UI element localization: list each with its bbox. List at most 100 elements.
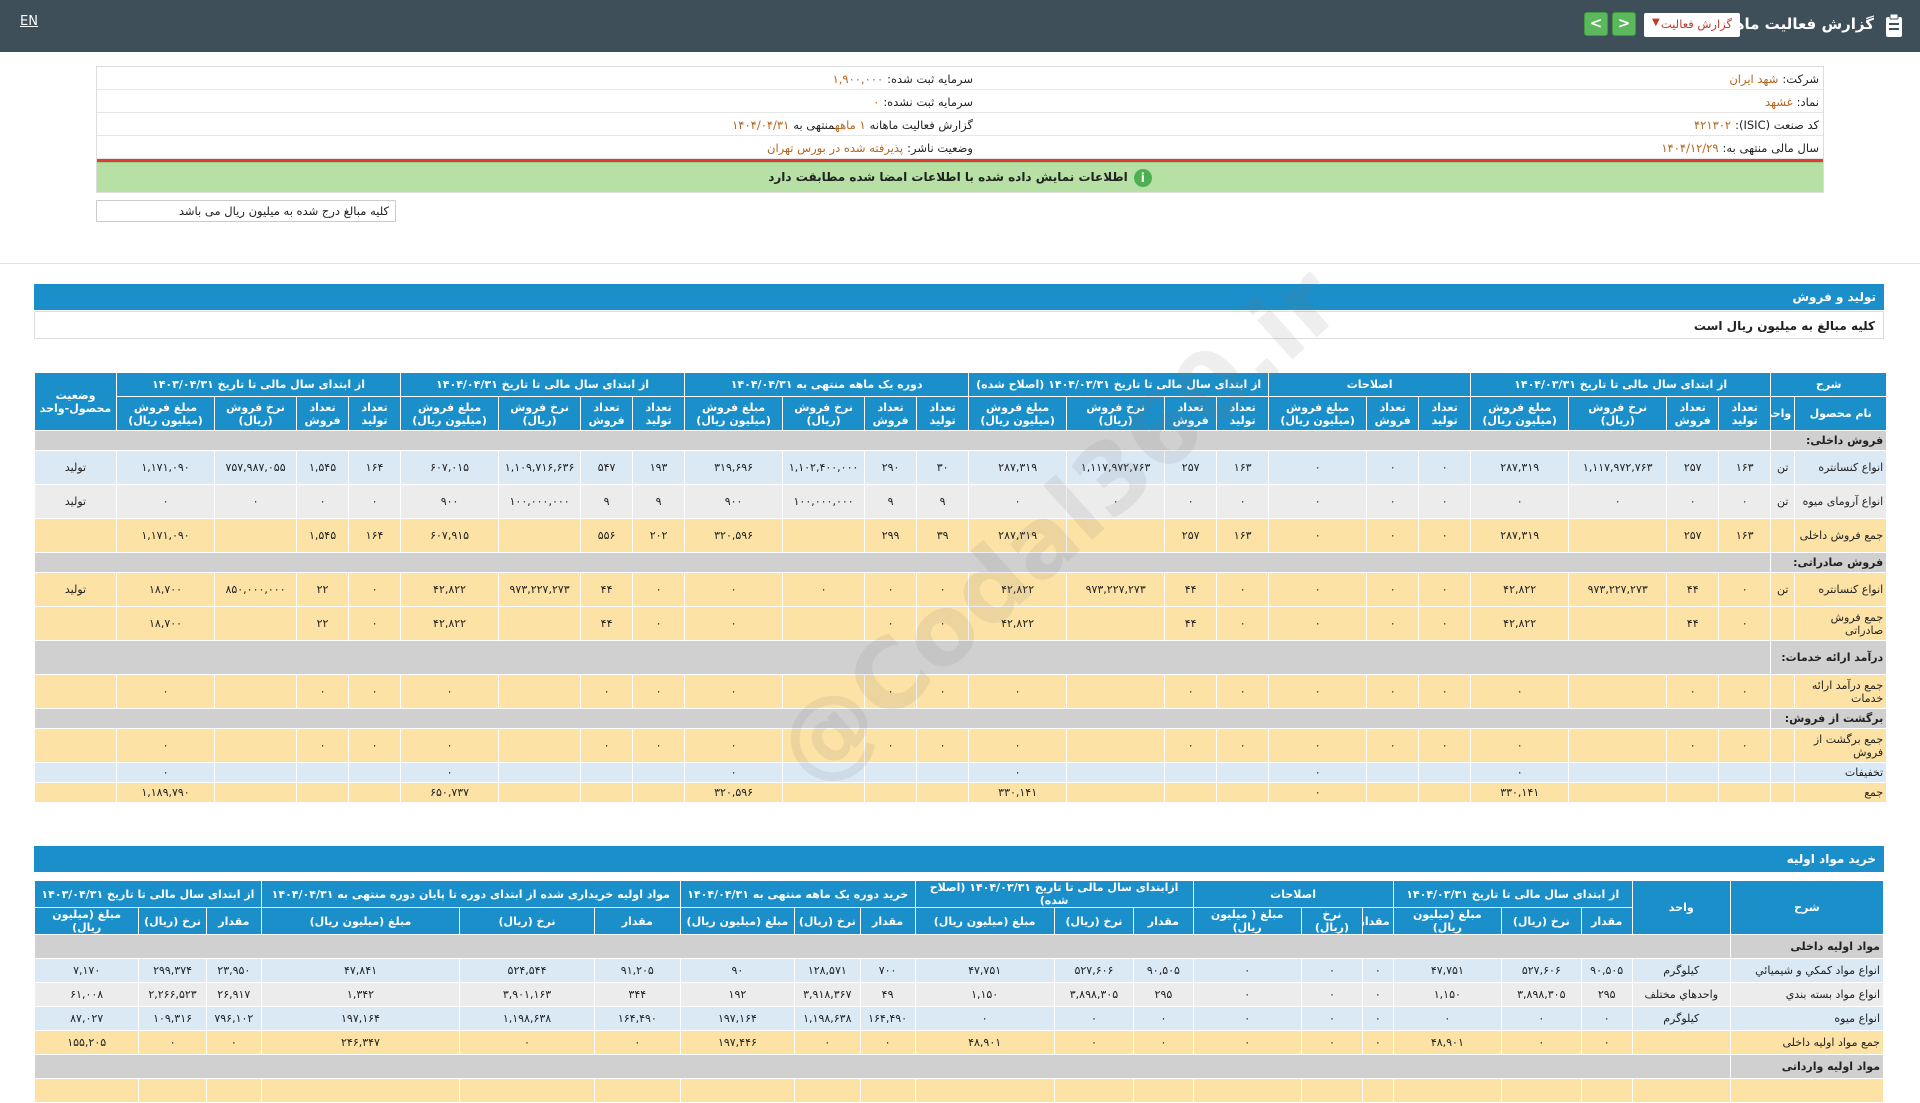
table-cell (498, 762, 582, 783)
group-header: ازابتدای سال مالی تا تاریخ ۱۴۰۴/۰۳/۳۱ (ا… (914, 880, 1194, 908)
column-header: نرخ فروش (ریال) (214, 396, 298, 431)
column-header: مبلغ ( میلیون ریال) (1192, 907, 1302, 935)
report-type-select[interactable]: گزارش فعالیت ▼ (1644, 13, 1740, 37)
column-header: تعداد فروش (864, 396, 918, 431)
table-cell: ۴۴ (580, 606, 634, 641)
table-cell (1300, 1078, 1364, 1103)
table-cell (296, 782, 350, 803)
table-cell (498, 728, 582, 763)
table-cell: ۰ (1300, 958, 1364, 983)
group-header: وضعیت محصول-واحد (34, 372, 117, 431)
table-cell: ۰ (1392, 1006, 1502, 1031)
raw-materials-table: شرح واحد از ابتدای سال مالی تا تاریخ ۱۴۰۴/… (33, 880, 1885, 1103)
table-cell: ۱,۱۵۰ (1392, 982, 1502, 1007)
table-cell: ۰ (1470, 484, 1570, 519)
report-type-value: گزارش فعالیت (1660, 17, 1732, 31)
table-cell: ۰ (632, 728, 686, 763)
table-cell (1164, 762, 1218, 783)
table-cell (864, 762, 918, 783)
table-cell: ۴۹ (859, 982, 916, 1007)
group-header: شرح (1729, 880, 1885, 935)
table-cell (1133, 1078, 1194, 1103)
table-cell: ۰ (1362, 1030, 1394, 1055)
table-cell (1718, 762, 1772, 783)
table-cell: ۳۰ (916, 450, 970, 485)
category-row: فروش صادراتی: (33, 552, 1888, 573)
table-cell: ۰ (859, 1030, 916, 1055)
table-cell: ۰ (1418, 518, 1472, 553)
table-cell (782, 674, 866, 709)
table-cell: کیلوگرم (1631, 1006, 1731, 1031)
info-row: سال مالی منتهی به:۱۴۰۴/۱۲/۲۹ وضعیت ناشر:… (97, 136, 1823, 159)
table-cell: ۰ (684, 572, 784, 607)
table-cell (34, 606, 117, 641)
table-cell: ۲۸۷,۳۱۹ (1470, 518, 1570, 553)
column-header: مبلغ (میلیون ریال) (260, 907, 461, 935)
table-cell (138, 1078, 207, 1103)
table-cell: ۹۰۰ (400, 484, 500, 519)
table-cell: تولید (34, 484, 117, 519)
table-cell: ۶۰۷,۹۱۵ (400, 518, 500, 553)
category-row: مواد اولیه داخلی (34, 934, 1885, 959)
table-cell (1418, 762, 1472, 783)
table-cell: ۱۲۸,۵۷۱ (794, 958, 861, 983)
table-cell: ۰ (1366, 572, 1420, 607)
divider (97, 159, 1823, 162)
materials-section-title: خرید مواد اولیه (34, 846, 1884, 872)
column-header: مقدار (1133, 907, 1194, 935)
symbol-link[interactable]: غشهد (1765, 95, 1793, 109)
table-cell (1392, 1078, 1502, 1103)
group-header-row: شرح واحد از ابتدای سال مالی تا تاریخ ۱۴۰۴/… (34, 880, 1885, 935)
table-cell: ۱,۱۷۱,۰۹۰ (115, 518, 216, 553)
table-cell: ۴۲,۸۲۲ (400, 572, 500, 607)
table-cell: ۰ (1362, 958, 1394, 983)
table-cell: ۰ (1164, 728, 1218, 763)
table-cell: ۴۲,۸۲۲ (1470, 606, 1570, 641)
category-row: برگشت از فروش: (33, 708, 1888, 729)
table-cell (1580, 1078, 1633, 1103)
table-cell: ۰ (684, 606, 784, 641)
category-row: مواد اولیه وارداتی (34, 1054, 1885, 1079)
previous-report-button[interactable]: < (1584, 12, 1608, 36)
table-cell (260, 1078, 461, 1103)
production-section-title: تولید و فروش (34, 284, 1884, 310)
category-row: فروش داخلی: (33, 430, 1888, 451)
table-cell (34, 518, 117, 553)
table-cell: ۰ (632, 606, 686, 641)
table-cell: کیلوگرم (1631, 958, 1731, 983)
table-cell: ۵۲۴,۵۴۴ (459, 958, 595, 983)
column-header: نرخ فروش (ریال) (782, 396, 866, 431)
unit-note: کلیه مبالغ درج شده به میلیون ریال می باش… (96, 200, 396, 222)
row-label: انواع مواد کمکي و شیمیائي (1729, 958, 1885, 983)
info-row: نماد:غشهد سرمایه ثبت نشده:۰ (97, 90, 1823, 113)
table-cell (1770, 606, 1796, 641)
table-cell: ۰ (348, 572, 402, 607)
table-cell: ۰ (1268, 484, 1368, 519)
table-cell: ۱,۱۷۱,۰۹۰ (115, 450, 216, 485)
row-label: جمع (1794, 782, 1888, 803)
row-label: جمع برگشت از فروش (1794, 728, 1888, 763)
table-row: جمع ۳۳۰,۱۴۱ ۰ ۳۳۰,۱۴۱ ۳۲۰,۵۹۶ ۶۵۰,۷۳۷ ۱,۱۸۹,۷۹… (34, 782, 1888, 803)
table-cell: ۰ (1418, 728, 1472, 763)
company-link[interactable]: شهد ایران (1729, 72, 1779, 86)
table-cell: ۴۷,۷۵۱ (914, 958, 1055, 983)
table-cell: ۰ (1666, 728, 1720, 763)
table-row: انواع مواد بسته بندي واحدهاي مختلف ۲۹۵ ۳,۸۹… (33, 982, 1885, 1007)
category-label: فروش صادراتی: (1770, 552, 1888, 573)
table-cell: ۹ (864, 484, 918, 519)
category-fill (33, 552, 1772, 573)
column-header: مقدار (1362, 907, 1394, 935)
next-report-button[interactable]: > (1612, 12, 1636, 36)
category-fill (34, 1054, 1731, 1079)
table-cell: ۰ (115, 674, 216, 709)
table-cell (214, 606, 298, 641)
table-cell: ۱۶۳ (1718, 518, 1772, 553)
table-cell: ۰ (968, 484, 1068, 519)
table-row: جمع برگشت از فروش ۰ ۰ ۰ ۰ ۰ ۰ ۰ ۰ ۰ ۰ ۰ ۰ ۰ ۰ ۰ ۰ ۰ ۰ (34, 728, 1888, 763)
table-cell: ۰ (1216, 728, 1270, 763)
table-cell: ۴۸,۹۰۱ (1392, 1030, 1502, 1055)
company-info-box: شرکت:شهد ایران سرمایه ثبت شده:۱,۹۰۰,۰۰۰ … (96, 66, 1824, 193)
language-toggle[interactable]: EN (20, 14, 38, 29)
table-cell: ۰ (348, 674, 402, 709)
table-cell: ۰ (782, 572, 866, 607)
